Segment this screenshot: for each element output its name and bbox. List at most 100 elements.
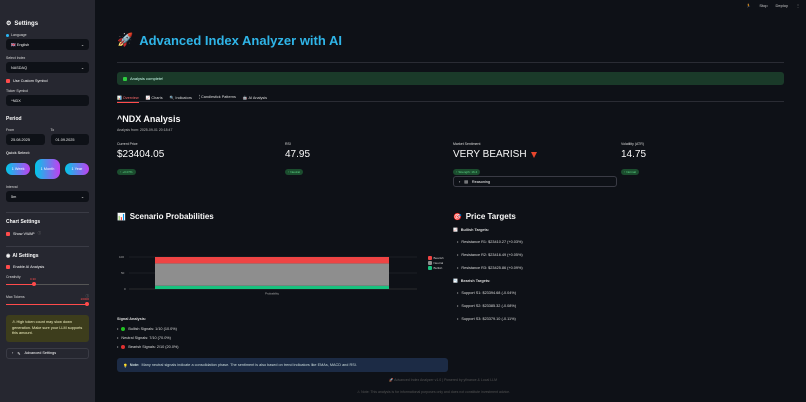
tab-charts[interactable]: 📈 Charts: [145, 96, 163, 100]
tab-ai-analysis[interactable]: 🤖 AI Analysis: [242, 96, 268, 100]
notepad-icon: ▤: [464, 180, 468, 184]
advanced-settings-expander[interactable]: › ✎ Advanced Settings: [6, 347, 89, 359]
from-label: From: [6, 128, 15, 132]
help-icon[interactable]: ⓘ: [37, 231, 42, 235]
metric-rsi: RSI 47.95 ↑ Neutral: [285, 142, 311, 175]
tab-candlestick-patterns[interactable]: 🕯 Candlestick Patterns: [198, 95, 236, 99]
slider-thumb[interactable]: [32, 282, 36, 286]
tab-divider: [117, 101, 784, 102]
footer-powered: 🚀 Advanced Index Analyzer v1.0 | Powered…: [389, 378, 497, 382]
volatility-delta-badge: ↑ Normal: [621, 169, 640, 175]
max-tokens-label: Max Tokens ⓘ: [6, 294, 89, 299]
legend-bearish[interactable]: Bearish: [428, 256, 444, 260]
bar-chart-icon: 📊: [117, 213, 126, 221]
token-warning: ⚠ High token count may slow down generat…: [6, 315, 89, 342]
chart-legend: Bearish Neutral Bullish: [428, 256, 444, 271]
analysis-title: ^NDX Analysis: [117, 114, 181, 124]
slider-thumb[interactable]: [85, 302, 89, 306]
main-content: 🏃 Stop Deploy ⋮ 🚀 Advanced Index Analyze…: [95, 0, 806, 402]
target-s3: • Support S3: $23379.10 (-0.11%): [457, 317, 516, 321]
warning-icon: ⚠: [357, 390, 361, 394]
quick-1-week-button[interactable]: 1 Week: [6, 163, 31, 175]
enable-ai-checkbox[interactable]: Enable AI Analysis: [6, 265, 89, 269]
signal-analysis: Signal Analysis: • Bullish Signals: 1/10…: [117, 317, 179, 349]
chart-up-icon: 📈: [453, 228, 458, 232]
divider: [6, 212, 89, 213]
gear-icon: ⚙: [6, 21, 12, 27]
divider: [117, 62, 784, 63]
target-s2: • Support S2: $23385.32 (-0.08%): [457, 304, 517, 308]
page-title: 🚀 Advanced Index Analyzer with AI: [117, 32, 342, 48]
quick-1-year-button[interactable]: 1 Year: [64, 163, 89, 175]
robot-icon: ◉: [6, 253, 11, 259]
quick-select-label: Quick Select:: [6, 151, 31, 155]
sidebar: ⚙ Settings Language 🇬🇧 English ⌄ Select …: [0, 0, 95, 402]
metric-current-price: Current Price $23404.05 ↑ +0.07%: [117, 142, 165, 175]
language-label: Language: [6, 33, 89, 37]
scenario-title: 📊 Scenario Probabilities: [117, 212, 214, 221]
target-r1: • Resistance R1: $23410.27 (+0.03%): [457, 240, 523, 244]
settings-header: ⚙ Settings: [6, 20, 39, 28]
checkbox-checked-icon: [6, 265, 10, 269]
language-select[interactable]: 🇬🇧 English ⌄: [6, 39, 89, 50]
top-toolbar: 🏃 Stop Deploy ⋮: [746, 0, 806, 10]
show-vwap-checkbox[interactable]: Show VWAP ⓘ: [6, 231, 89, 236]
rsi-delta-badge: ↑ Neutral: [285, 169, 304, 175]
legend-neutral[interactable]: Neutral: [428, 261, 444, 265]
tab-bar: 📊 Overview 📈 Charts 🔍 Indicators 🕯 Candl…: [117, 95, 267, 103]
quick-1-month-button[interactable]: 1 Month: [35, 159, 60, 179]
signal-bullish: • Bullish Signals: 1/10 (10.0%): [117, 327, 177, 331]
stop-button[interactable]: Stop: [759, 2, 768, 8]
sentiment-delta-badge: ↑ Strength: 16.4: [453, 169, 481, 175]
to-date-input[interactable]: 01.09.2025: [50, 134, 89, 145]
from-date-input[interactable]: 25.08.2025: [6, 134, 45, 145]
analysis-header: ^NDX Analysis Analysis from: 2025-09-01 …: [117, 114, 180, 132]
svg-text:0: 0: [124, 287, 126, 291]
scenario-chart: 100 50 0 Probability: [117, 252, 437, 300]
reasoning-expander[interactable]: › ▤ Reasoning: [453, 176, 617, 187]
success-alert: Analysis complete!: [117, 72, 784, 85]
chevron-down-icon: ⌄: [80, 66, 84, 70]
globe-icon: [6, 33, 9, 37]
chevron-right-icon: ›: [12, 351, 14, 355]
custom-symbol-checkbox[interactable]: Use Custom Symbol: [6, 79, 89, 83]
analysis-timestamp: Analysis from: 2025-09-01 20:18:47: [117, 128, 173, 132]
creativity-slider[interactable]: 0.30: [6, 277, 89, 287]
tab-overview[interactable]: 📊 Overview: [117, 95, 139, 103]
green-circle-icon: [121, 327, 126, 331]
index-select[interactable]: NASDAQ ⌄: [6, 62, 89, 73]
chevron-right-icon: ›: [459, 179, 461, 184]
rocket-icon: 🚀: [389, 378, 394, 382]
help-icon[interactable]: ⓘ: [85, 294, 90, 298]
target-s1: • Support S1: $23394.68 (-0.04%): [457, 291, 517, 295]
bullish-targets-header: 📈 Bullish Targets:: [453, 227, 490, 233]
target-r3: • Resistance R3: $23425.86 (+0.09%): [457, 266, 523, 270]
signal-bearish: • Bearish Signals: 2/10 (20.0%): [117, 345, 179, 349]
footer-disclaimer: ⚠ Note: This analysis is for information…: [357, 390, 511, 394]
running-icon: 🏃: [746, 2, 752, 8]
svg-text:100: 100: [119, 255, 124, 259]
info-note: 💡 Note: Many neutral signals indicate a …: [117, 358, 448, 372]
price-targets: 📈 Bullish Targets: • Resistance R1: $2341…: [453, 227, 523, 322]
tab-indicators[interactable]: 🔍 Indicators: [169, 96, 192, 100]
interval-select[interactable]: 5m ⌄: [6, 191, 89, 202]
legend-bullish[interactable]: Bullish: [428, 266, 444, 270]
divider: [6, 246, 89, 247]
rocket-icon: 🚀: [117, 32, 134, 47]
creativity-label: Creativity: [6, 275, 21, 279]
svg-text:50: 50: [121, 271, 125, 275]
ticker-input[interactable]: ^NDX: [6, 95, 89, 106]
kebab-menu-icon[interactable]: ⋮: [796, 2, 800, 8]
metric-volatility: Volatility (ATR) 14.75 ↑ Normal: [621, 142, 647, 175]
svg-text:Probability: Probability: [265, 292, 280, 296]
period-header: Period: [6, 116, 22, 122]
target-r2: • Resistance R2: $23416.49 (+0.05%): [457, 253, 523, 257]
chart-down-icon: 📉: [453, 279, 458, 283]
bearish-targets-header: 📉 Bearish Targets:: [453, 278, 491, 284]
deploy-button[interactable]: Deploy: [775, 2, 788, 8]
interval-label: Interval: [6, 185, 18, 189]
max-tokens-slider[interactable]: 20000: [6, 297, 89, 307]
price-targets-title: 🎯 Price Targets: [453, 212, 516, 221]
ai-settings-header: ◉ AI Settings: [6, 253, 39, 259]
signal-neutral: • Neutral Signals: 7/10 (70.0%): [117, 336, 171, 340]
